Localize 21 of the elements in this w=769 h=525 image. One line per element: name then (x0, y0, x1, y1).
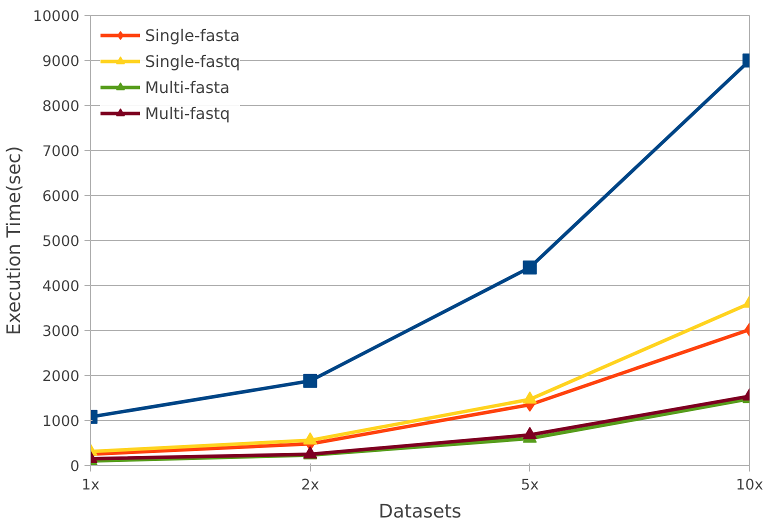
legend-label: Multi-fasta (145, 78, 230, 96)
y-tick-label: 4000 (42, 278, 80, 295)
legend-label: Single-fastq (145, 52, 240, 70)
y-tick-label: 9000 (42, 53, 80, 70)
y-tick-label: 6000 (42, 188, 80, 205)
y-tick-label: 8000 (42, 98, 80, 115)
y-tick-label: 1000 (42, 413, 80, 430)
x-tick-label: 10x (736, 476, 764, 494)
y-tick-label: 3000 (42, 323, 80, 340)
legend-label: Multi-fastq (145, 104, 230, 122)
y-tick-label: 0 (70, 458, 80, 475)
x-axis-title: Datasets (378, 502, 462, 522)
y-axis-title: Execution Time(sec) (4, 146, 25, 336)
y-tick-label: 10000 (32, 8, 80, 25)
legend-label: Single-fasta (145, 26, 240, 44)
y-tick-label: 5000 (42, 233, 80, 250)
x-tick-label: 5x (520, 476, 540, 494)
x-tick-label: 2x (301, 476, 320, 494)
y-tick-label: 2000 (42, 368, 80, 385)
x-tick-label: 1x (82, 476, 100, 494)
y-tick-label: 7000 (42, 143, 80, 160)
